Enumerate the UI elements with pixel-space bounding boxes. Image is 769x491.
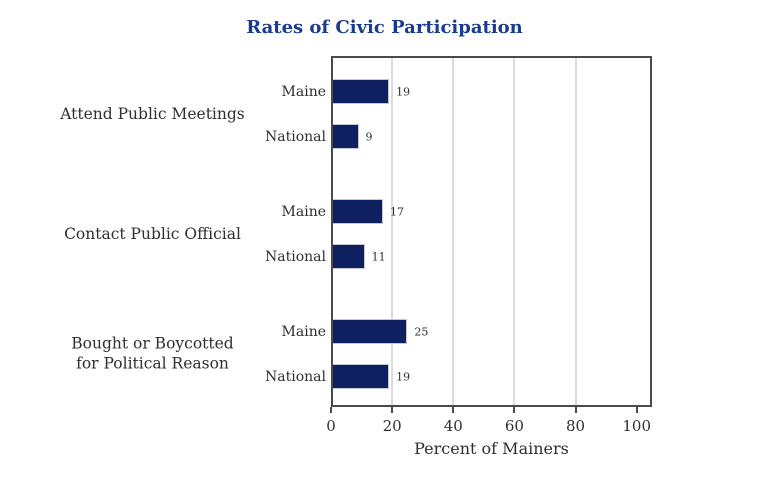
x-tick-mark bbox=[574, 407, 577, 413]
bar-row-label: Maine bbox=[281, 83, 326, 100]
x-tick-label: 80 bbox=[566, 417, 586, 435]
x-tick-mark bbox=[635, 407, 638, 413]
x-tick-label: 60 bbox=[504, 417, 524, 435]
gridline bbox=[452, 56, 455, 407]
x-tick-label: 20 bbox=[382, 417, 402, 435]
bar-row-label: Maine bbox=[281, 203, 326, 220]
bar-maine bbox=[331, 199, 383, 224]
x-tick-label: 100 bbox=[622, 417, 652, 435]
x-tick-mark bbox=[330, 407, 332, 413]
bar-row-label: National bbox=[265, 128, 326, 145]
x-tick-mark bbox=[391, 407, 394, 413]
plot-layer bbox=[331, 56, 652, 407]
x-tick-mark bbox=[452, 407, 455, 413]
bar-value-label: 17 bbox=[389, 205, 404, 218]
chart-title: Rates of Civic Participation bbox=[246, 17, 523, 38]
bar-maine bbox=[331, 319, 408, 344]
bar-row-label: National bbox=[265, 368, 326, 385]
bar-maine bbox=[331, 79, 390, 104]
bar-row-label: Maine bbox=[281, 323, 326, 340]
x-tick-mark bbox=[513, 407, 516, 413]
bar-national bbox=[331, 244, 365, 269]
gridline bbox=[574, 56, 577, 407]
gridline bbox=[391, 56, 394, 407]
bar-value-label: 25 bbox=[414, 325, 429, 338]
x-axis-label: Percent of Mainers bbox=[414, 439, 569, 458]
group-label: Attend Public Meetings bbox=[60, 104, 245, 123]
x-tick-label: 40 bbox=[443, 417, 463, 435]
group-label: Contact Public Official bbox=[64, 224, 241, 243]
bar-national bbox=[331, 364, 390, 389]
bar-value-label: 19 bbox=[396, 85, 411, 98]
bar-value-label: 19 bbox=[396, 370, 411, 383]
bar-row-label: National bbox=[265, 248, 326, 265]
gridline bbox=[513, 56, 516, 407]
x-tick-label: 0 bbox=[326, 417, 336, 435]
bar-national bbox=[331, 124, 359, 149]
bar-value-label: 9 bbox=[365, 130, 373, 143]
bar-value-label: 11 bbox=[371, 250, 386, 263]
group-label: Bought or Boycotted for Political Reason bbox=[71, 334, 234, 373]
